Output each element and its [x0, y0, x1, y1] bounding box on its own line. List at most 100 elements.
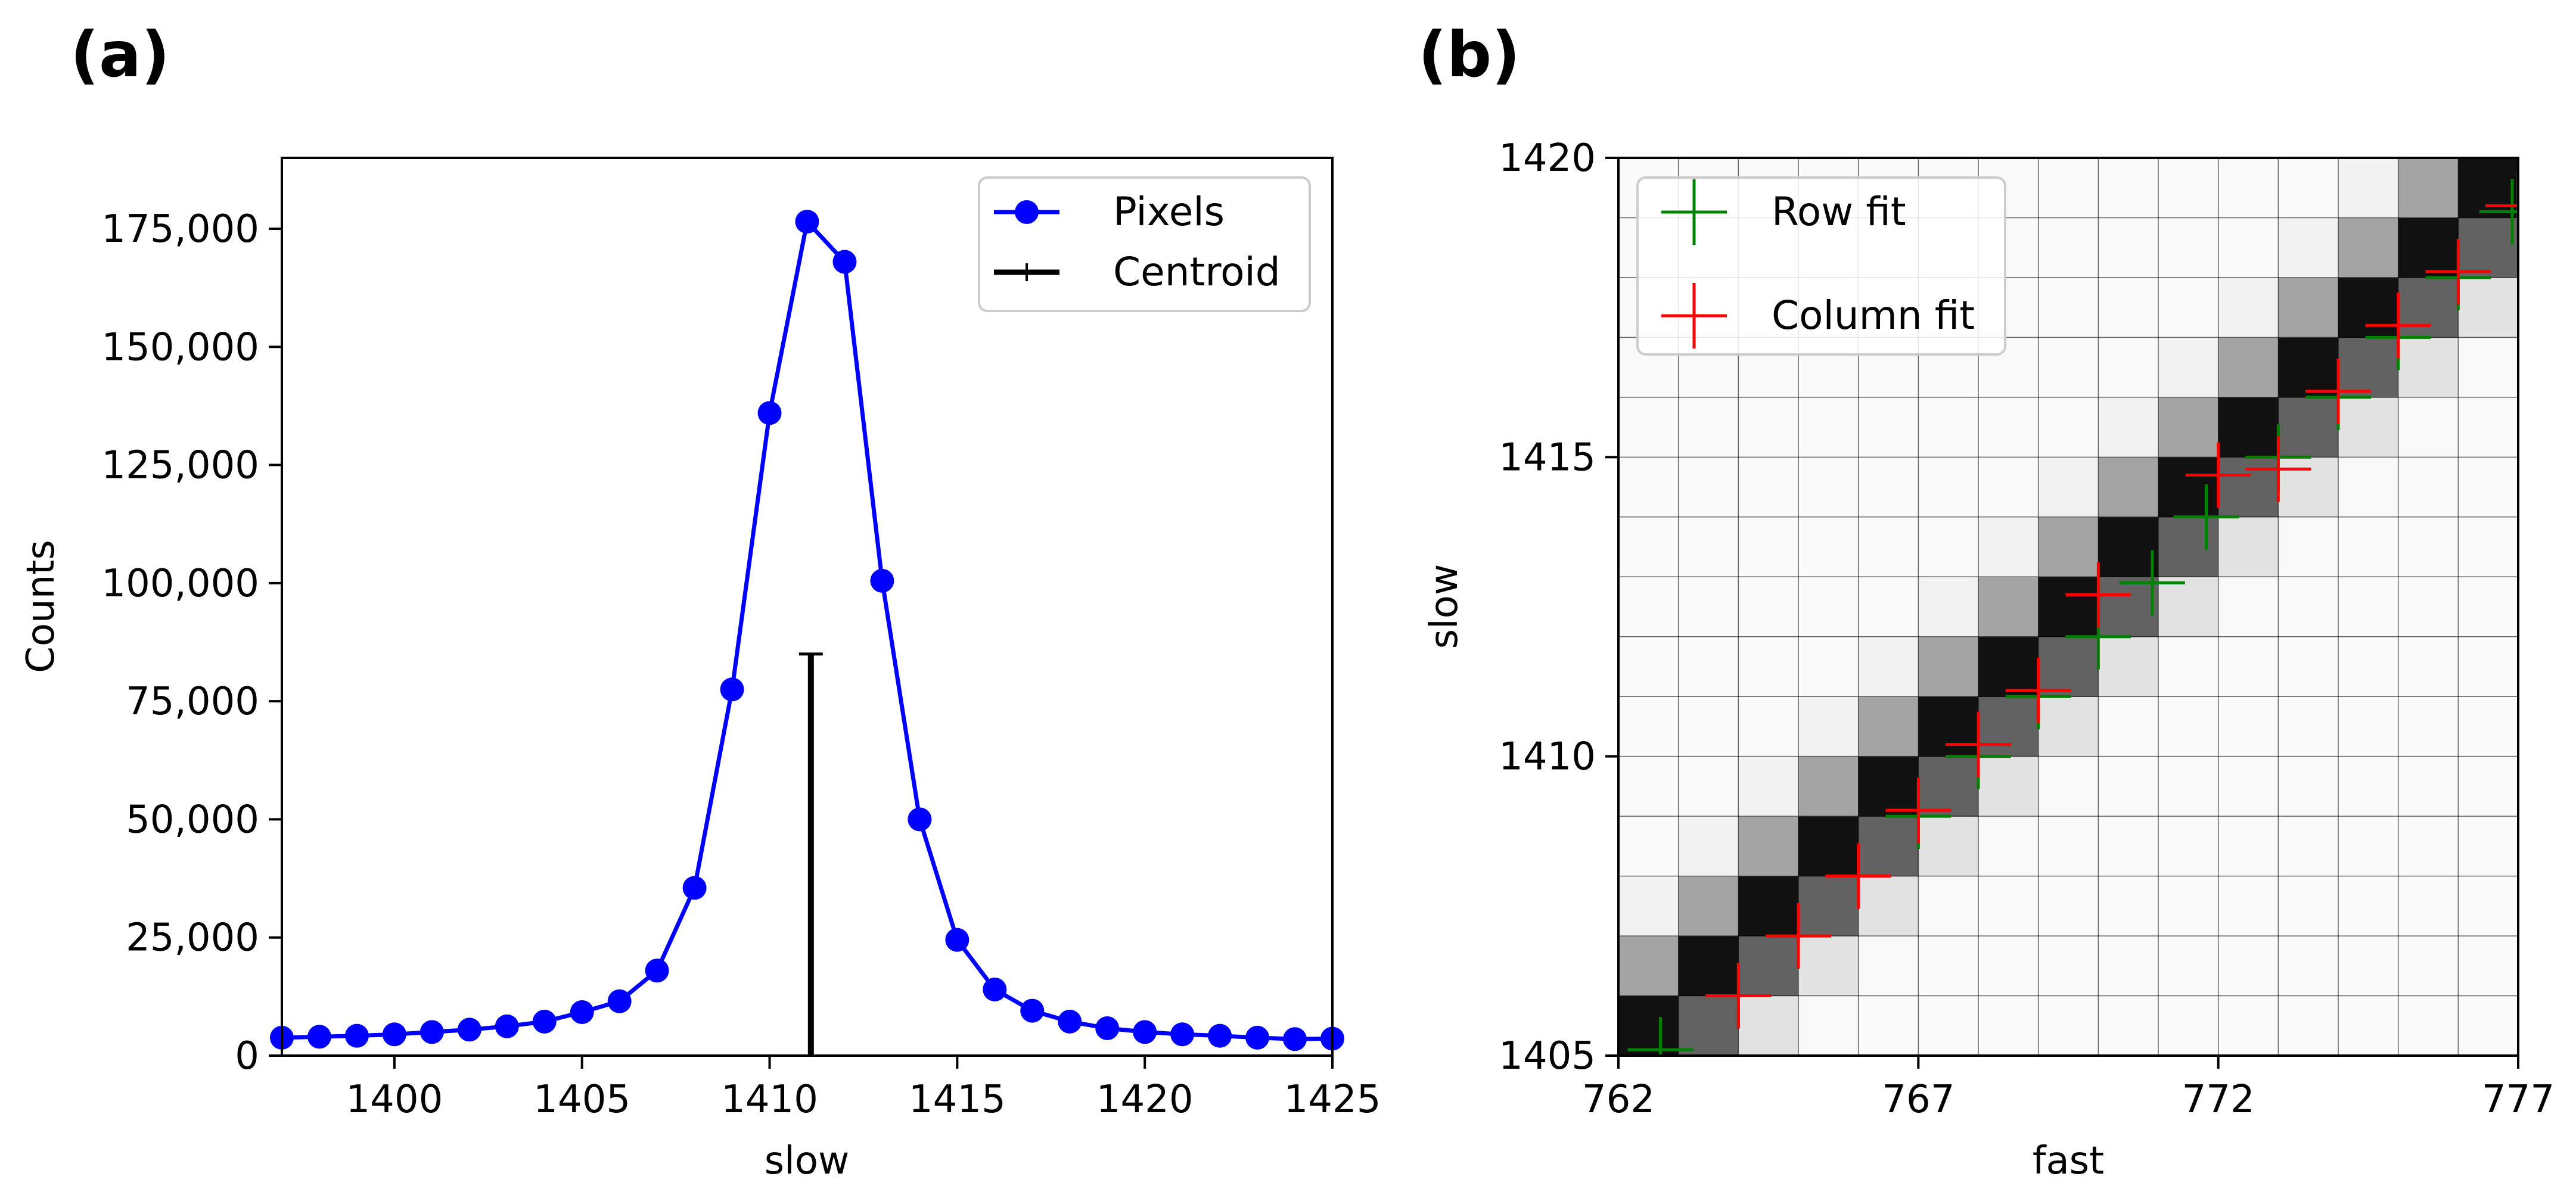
x-tick-label-a: 1400	[346, 1078, 443, 1122]
heatmap-cell	[2458, 696, 2519, 757]
heatmap-cell	[1798, 457, 1859, 518]
heatmap-cell	[2218, 397, 2279, 458]
heatmap-cell	[1918, 696, 1979, 757]
heatmap-cell	[1858, 457, 1919, 518]
pixels-point	[344, 1023, 369, 1048]
heatmap-cell	[2458, 337, 2519, 398]
y-ticks-a: 0 25,000 50,000 75,000 100,000 125,000 150,000…	[101, 207, 282, 1078]
x-tick-label-a: 1415	[909, 1078, 1006, 1122]
x-tick-label-a: 1405	[533, 1078, 630, 1122]
heatmap-cell	[1978, 876, 2039, 936]
heatmap-cell	[1618, 876, 1679, 936]
heatmap-cell	[1618, 516, 1679, 577]
heatmap-cell	[2398, 756, 2459, 817]
heatmap-cell	[2098, 995, 2159, 1056]
heatmap-cell	[2278, 457, 2339, 518]
legend-label-column-fit: Column fit	[1772, 293, 1975, 338]
x-tick-label-b: 777	[2482, 1078, 2555, 1122]
pixels-point	[420, 1020, 444, 1044]
pixels-point	[532, 1009, 557, 1034]
heatmap-cell	[2218, 158, 2279, 218]
heatmap-cell	[1738, 995, 1799, 1056]
pixels-point	[870, 568, 894, 593]
heatmap-cell	[2278, 816, 2339, 877]
heatmap-cell	[1678, 876, 1739, 936]
heatmap-cell	[2218, 696, 2279, 757]
heatmap-cell	[1738, 876, 1799, 936]
heatmap-cell	[1798, 696, 1859, 757]
heatmap-cell	[2338, 936, 2399, 997]
heatmap-cell	[1918, 995, 1979, 1056]
heatmap-cell	[1618, 397, 1679, 458]
heatmap-cell	[2338, 995, 2399, 1056]
pixels-point	[645, 959, 669, 983]
heatmap-cell	[2398, 696, 2459, 757]
heatmap-cell	[2218, 516, 2279, 577]
y-tick-label-a: 0	[235, 1034, 259, 1078]
y-tick-label-a: 100,000	[101, 562, 259, 606]
heatmap-cell	[2278, 217, 2339, 278]
heatmap-cell	[1798, 876, 1859, 936]
heatmap-cell	[2038, 516, 2099, 577]
heatmap-cell	[2038, 876, 2099, 936]
heatmap-cell	[2338, 337, 2399, 398]
heatmap-cell	[1918, 936, 1979, 997]
heatmap-cell	[2398, 936, 2459, 997]
legend-label-centroid: Centroid	[1113, 249, 1281, 295]
heatmap-cell	[1798, 816, 1859, 877]
heatmap-cell	[2158, 577, 2219, 637]
pixels-point	[983, 977, 1007, 1001]
x-axis-label-b: fast	[2033, 1139, 2104, 1183]
heatmap-cell	[2338, 217, 2399, 278]
heatmap-cell	[2158, 217, 2219, 278]
heatmap-cell	[2218, 577, 2279, 637]
heatmap-cell	[2338, 158, 2399, 218]
heatmap-cell	[2218, 995, 2279, 1056]
heatmap-cell	[1858, 756, 1919, 817]
heatmap-cell	[2038, 696, 2099, 757]
y-ticks-b: 1405 1410 1415 1420	[1499, 136, 1618, 1078]
heatmap-cell	[1618, 936, 1679, 997]
axes-frame-a	[281, 157, 1334, 1057]
heatmap-cell	[1678, 936, 1739, 997]
pixels-point	[908, 807, 932, 832]
pixels-point	[832, 250, 857, 274]
heatmap-cell	[2398, 397, 2459, 458]
heatmap-cell	[2278, 936, 2339, 997]
heatmap-cell	[2098, 217, 2159, 278]
heatmap-cell	[2218, 876, 2279, 936]
heatmap-cell	[2278, 756, 2339, 817]
heatmap-cell	[2338, 277, 2399, 338]
y-tick-label-a: 125,000	[101, 444, 259, 488]
y-tick-label-a: 25,000	[126, 916, 259, 960]
heatmap-cell	[2338, 457, 2399, 518]
heatmap-cell	[2398, 457, 2459, 518]
heatmap-cell	[1918, 397, 1979, 458]
heatmap-cell	[2278, 696, 2339, 757]
heatmap-cell	[2098, 756, 2159, 817]
heatmap-cell	[2458, 577, 2519, 637]
x-tick-label-a: 1420	[1096, 1078, 1194, 1122]
pixels-point	[570, 1000, 594, 1025]
pixels-point	[795, 210, 819, 234]
heatmap-cell	[2458, 756, 2519, 817]
heatmap-cell	[2038, 457, 2099, 518]
heatmap-cell	[1918, 577, 1979, 637]
heatmap-cell	[2218, 337, 2279, 398]
heatmap-cell	[1738, 756, 1799, 817]
x-axis-label-a: slow	[765, 1139, 850, 1183]
heatmap-cell	[1978, 577, 2039, 637]
heatmap-cell	[2098, 397, 2159, 458]
heatmap-cell	[1678, 995, 1739, 1056]
legend-b: Row fit Column fit	[1636, 176, 2006, 356]
fit-markers	[1627, 173, 2518, 1056]
heatmap-cell	[2458, 636, 2519, 697]
heatmap-cell	[2458, 936, 2519, 997]
pixels-point	[1133, 1020, 1157, 1044]
legend-box-b	[1636, 176, 2006, 356]
heatmap-cell	[2158, 516, 2219, 577]
heatmap-cell	[2218, 636, 2279, 697]
heatmap-cell	[2098, 636, 2159, 697]
